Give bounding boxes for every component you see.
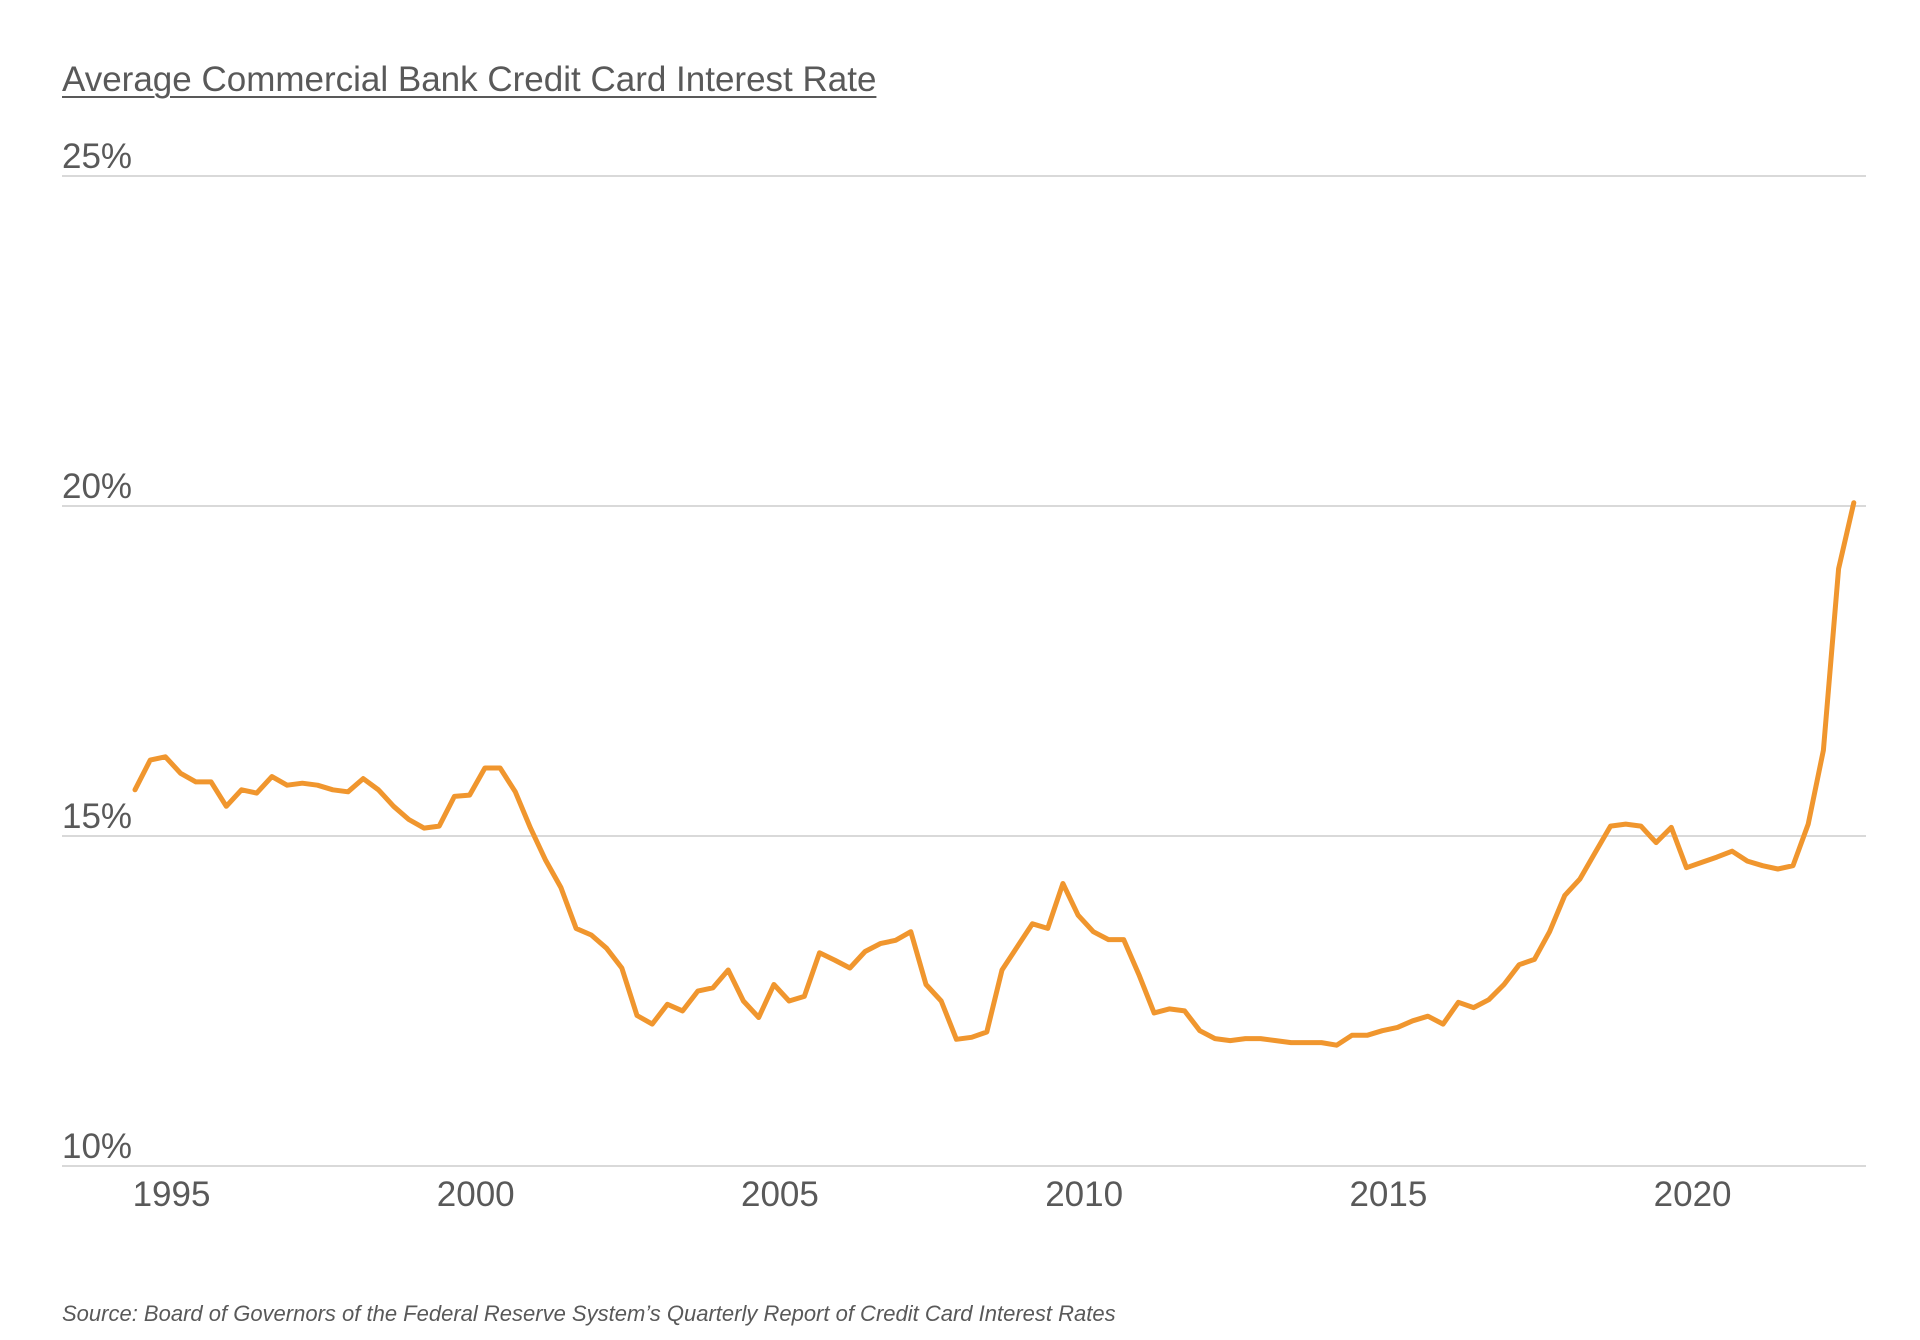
- x-tick-label: 1995: [133, 1175, 211, 1214]
- series: [132, 500, 1857, 1048]
- x-tick-label: 2000: [437, 1175, 515, 1214]
- series-line: [132, 500, 1857, 1048]
- x-tick-label: 2015: [1349, 1175, 1427, 1214]
- chart-title: Average Commercial Bank Credit Card Inte…: [62, 60, 877, 99]
- y-tick-label: 25%: [62, 137, 132, 176]
- y-tick-label: 10%: [62, 1127, 132, 1166]
- source-note: Source: Board of Governors of the Federa…: [62, 1301, 1116, 1326]
- x-axis-labels: 1995 2000 2005 2010 2015 2020: [133, 1175, 1732, 1214]
- y-axis-labels: 10% 15% 20% 25%: [62, 137, 132, 1166]
- y-tick-label: 15%: [62, 797, 132, 836]
- x-tick-label: 2010: [1045, 1175, 1123, 1214]
- x-tick-label: 2020: [1654, 1175, 1732, 1214]
- gridlines: [62, 175, 1866, 1167]
- x-tick-label: 2005: [741, 1175, 819, 1214]
- y-tick-label: 20%: [62, 467, 132, 506]
